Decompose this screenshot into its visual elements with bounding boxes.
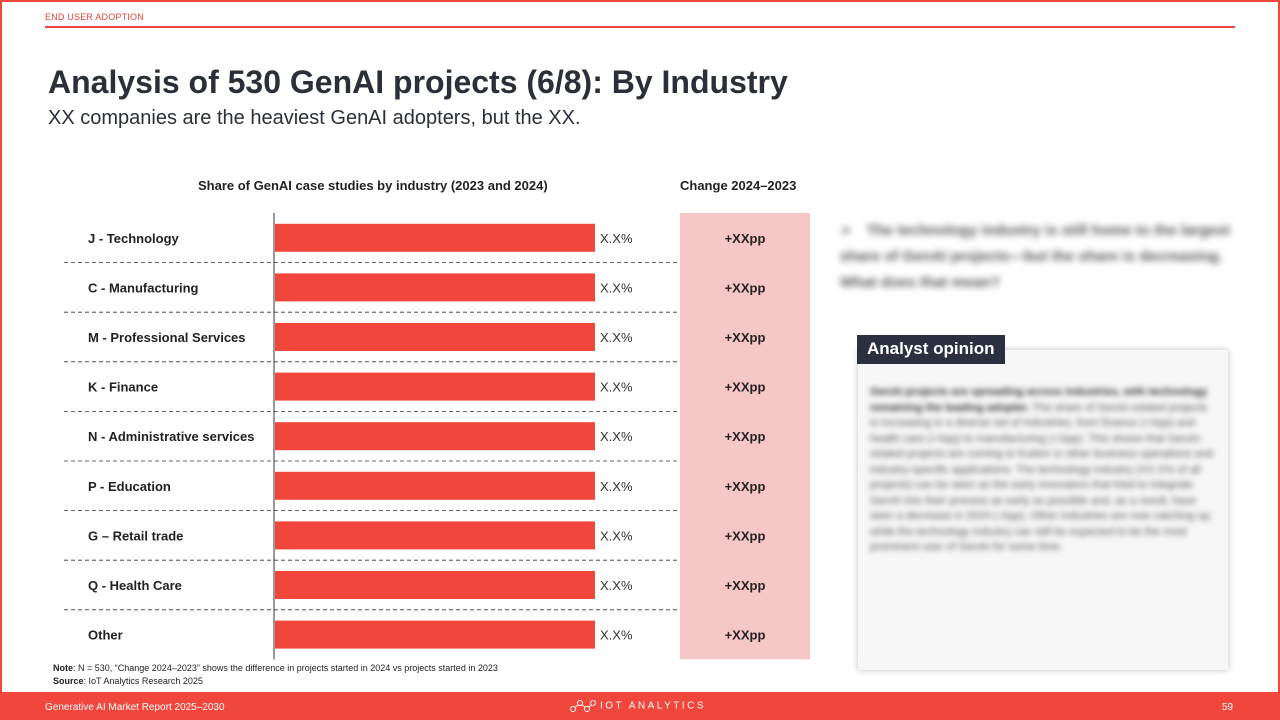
source-text: : IoT Analytics Research 2025 [83,676,203,686]
industry-bar-chart: J - Technology X.X% +XXpp C - Manufacturing… [64,213,810,660]
page-subtitle: XX companies are the heaviest GenAI adop… [48,107,581,129]
note-text: : N = 530, “Change 2024–2023” shows the … [73,663,498,673]
source-label: Source [53,676,84,686]
bar [275,521,595,550]
category-label: G – Retail trade [88,528,183,543]
change-label: +XXpp [725,578,766,593]
change-label: +XXpp [725,429,766,444]
value-label: X.X% [600,528,633,543]
analyst-opinion-label: Analyst opinion [857,335,1005,364]
insight-text: The technology industry is still home to… [840,222,1230,291]
change-label: +XXpp [725,280,766,295]
insight-arrow-icon: ➤ [840,222,853,239]
footer-bar: Generative AI Market Report 2025–2030 IO… [0,692,1280,720]
iot-logo-icon [570,700,596,712]
change-label: +XXpp [725,628,766,643]
category-label: M - Professional Services [88,330,246,345]
change-label: +XXpp [725,528,766,543]
top-divider [45,26,1235,28]
value-label: X.X% [600,578,633,593]
value-label: X.X% [600,479,633,494]
category-label: C - Manufacturing [88,280,199,295]
bar [275,323,595,351]
analyst-opinion-lead: GenAI projects are spreading across indu… [870,386,1208,414]
category-label: Q - Health Care [88,578,182,593]
value-label: X.X% [600,280,633,295]
value-label: X.X% [600,380,633,395]
footer-brand-text: IOT ANALYTICS [600,700,707,712]
bar [275,422,595,451]
bar [275,223,595,252]
value-label: X.X% [600,429,633,444]
category-label: K - Finance [88,380,158,395]
value-label: X.X% [600,628,633,643]
analyst-opinion-body: The share of GenAI-related projects is i… [870,401,1214,554]
analyst-opinion-box [858,350,1228,670]
footer-report-name: Generative AI Market Report 2025–2030 [45,702,225,713]
category-label: P - Education [88,479,171,494]
change-column-title: Change 2024–2023 [680,178,797,193]
key-insight: ➤ The technology industry is still home t… [840,218,1230,296]
page-title: Analysis of 530 GenAI projects (6/8): By… [48,64,788,100]
section-tag: END USER ADOPTION [45,12,144,22]
page-number: 59 [1222,702,1234,713]
change-label: +XXpp [725,479,766,494]
change-label: +XXpp [725,231,766,246]
bar [275,471,595,500]
bar [275,620,595,649]
value-label: X.X% [600,231,633,246]
change-column-background [680,213,810,660]
footer-brand: IOT ANALYTICS [570,699,706,713]
bar [275,571,595,599]
category-label: N - Administrative services [88,429,254,444]
category-label: Other [88,628,123,643]
category-label: J - Technology [88,231,180,246]
bar [275,273,595,302]
bar [275,372,595,401]
analyst-opinion-text: GenAI projects are spreading across indu… [870,385,1215,556]
value-label: X.X% [600,330,633,345]
note-label: Note [53,663,73,673]
change-label: +XXpp [725,380,766,395]
chart-note: Note: N = 530, “Change 2024–2023” shows … [53,662,498,688]
change-label: +XXpp [725,330,766,345]
chart-title: Share of GenAI case studies by industry … [198,178,548,193]
